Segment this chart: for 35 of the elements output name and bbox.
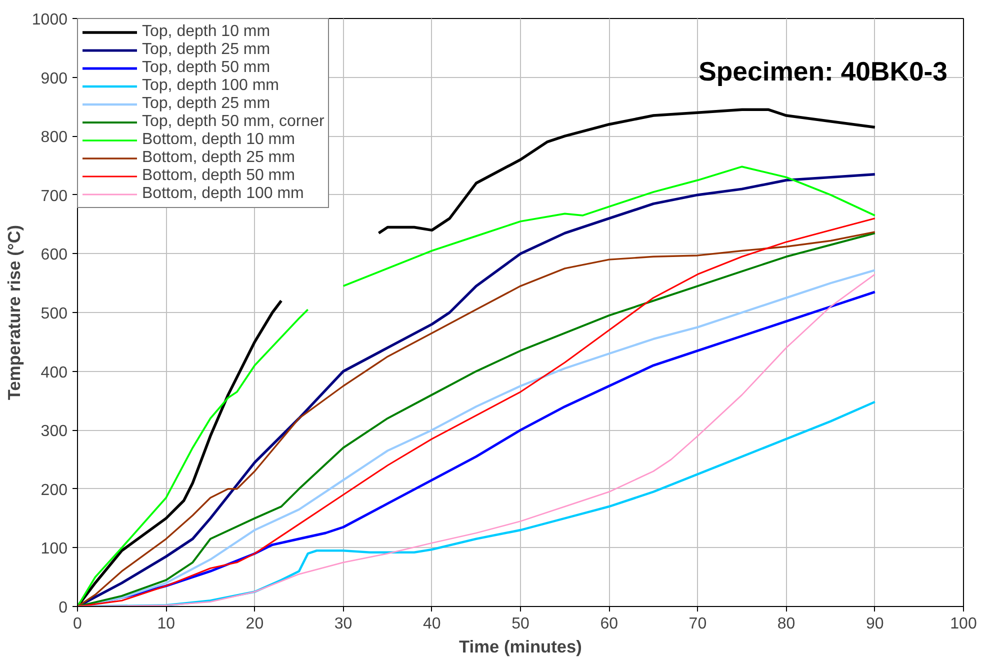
legend-label: Top, depth 50 mm — [142, 59, 270, 77]
x-tick-label: 70 — [688, 616, 707, 632]
x-tick-label: 10 — [157, 616, 176, 632]
x-tick-label: 30 — [334, 616, 352, 632]
y-tick-label: 600 — [40, 246, 68, 264]
legend-label: Top, depth 25 mm — [142, 41, 270, 59]
y-tick-label: 900 — [40, 70, 68, 88]
legend-label: Bottom, depth 25 mm — [142, 149, 295, 167]
x-tick-label: 20 — [246, 616, 264, 632]
legend-label: Bottom, depth 10 mm — [142, 131, 295, 149]
y-axis-title: Temperature rise (°C) — [4, 224, 24, 400]
x-tick-label: 80 — [777, 616, 796, 632]
annotation: Specimen: 40BK0-3 — [698, 56, 948, 86]
x-tick-label: 50 — [512, 616, 530, 632]
legend-label: Bottom, depth 100 mm — [142, 185, 304, 203]
x-tick-label: 90 — [866, 616, 884, 632]
x-tick-label: 40 — [423, 616, 441, 632]
legend-label: Top, depth 10 mm — [142, 23, 270, 41]
legend-label: Top, depth 50 mm, corner — [142, 113, 324, 131]
legend-label: Bottom, depth 50 mm — [142, 167, 295, 185]
legend-label: Top, depth 25 mm — [142, 95, 270, 113]
y-tick-label: 0 — [58, 600, 68, 616]
y-tick-label: 800 — [40, 129, 68, 146]
y-tick-label: 200 — [40, 482, 68, 499]
y-tick-label: 300 — [40, 423, 68, 440]
x-tick-label: 0 — [73, 616, 82, 632]
x-tick-label: 60 — [600, 616, 618, 632]
y-tick-label: 700 — [40, 188, 68, 205]
y-tick-label: 500 — [40, 306, 68, 322]
y-tick-label: 1000 — [32, 12, 68, 28]
x-axis-title: Time (minutes) — [459, 636, 582, 656]
y-tick-label: 100 — [40, 540, 68, 558]
y-tick-label: 400 — [40, 364, 68, 382]
legend-label: Top, depth 100 mm — [142, 77, 279, 95]
x-tick-label: 100 — [950, 616, 977, 632]
